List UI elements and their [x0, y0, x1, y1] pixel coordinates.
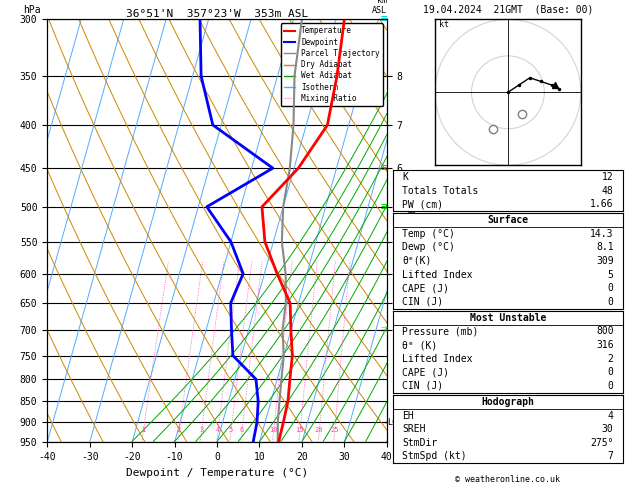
Text: 2: 2	[177, 427, 181, 433]
Y-axis label: Mixing Ratio (g/kg): Mixing Ratio (g/kg)	[408, 183, 416, 278]
Text: Lifted Index: Lifted Index	[403, 270, 473, 279]
Text: 0: 0	[608, 297, 613, 307]
Text: CIN (J): CIN (J)	[403, 297, 443, 307]
Text: Dewp (°C): Dewp (°C)	[403, 243, 455, 252]
Text: 15: 15	[296, 427, 304, 433]
Text: 0: 0	[608, 283, 613, 293]
Text: ≡: ≡	[380, 15, 387, 24]
Text: EH: EH	[403, 411, 414, 420]
Text: 5: 5	[608, 270, 613, 279]
Text: © weatheronline.co.uk: © weatheronline.co.uk	[455, 474, 560, 484]
Text: 48: 48	[602, 186, 613, 195]
Text: CAPE (J): CAPE (J)	[403, 283, 449, 293]
Text: 2: 2	[608, 354, 613, 364]
Text: 14.3: 14.3	[590, 229, 613, 239]
Text: 20: 20	[315, 427, 323, 433]
Text: SREH: SREH	[403, 424, 426, 434]
Text: ≡: ≡	[380, 202, 387, 212]
Text: 6: 6	[240, 427, 244, 433]
Text: Lifted Index: Lifted Index	[403, 354, 473, 364]
Text: kt: kt	[438, 20, 448, 29]
Text: 30: 30	[602, 424, 613, 434]
Text: CAPE (J): CAPE (J)	[403, 367, 449, 377]
Text: ≡: ≡	[380, 325, 387, 335]
Text: 12: 12	[602, 172, 613, 182]
Text: 0: 0	[608, 367, 613, 377]
Text: 0: 0	[608, 381, 613, 391]
Text: 7: 7	[608, 451, 613, 461]
Text: Hodograph: Hodograph	[481, 397, 535, 407]
Text: 10: 10	[269, 427, 277, 433]
Text: Most Unstable: Most Unstable	[470, 313, 546, 323]
Text: 3: 3	[199, 427, 203, 433]
Text: K: K	[403, 172, 408, 182]
Text: Pressure (mb): Pressure (mb)	[403, 327, 479, 336]
Title: 36°51'N  357°23'W  353m ASL: 36°51'N 357°23'W 353m ASL	[126, 9, 308, 18]
Text: hPa: hPa	[23, 5, 41, 15]
Text: 316: 316	[596, 340, 613, 350]
Text: ≡: ≡	[380, 163, 387, 173]
Text: 4: 4	[216, 427, 220, 433]
Text: LCL: LCL	[387, 418, 403, 427]
Text: 25: 25	[330, 427, 339, 433]
Text: km
ASL: km ASL	[372, 0, 387, 15]
Text: StmDir: StmDir	[403, 438, 438, 448]
Text: Surface: Surface	[487, 215, 528, 225]
Text: 1.66: 1.66	[590, 199, 613, 209]
Text: 800: 800	[596, 327, 613, 336]
Text: θᵉ (K): θᵉ (K)	[403, 340, 438, 350]
Text: StmSpd (kt): StmSpd (kt)	[403, 451, 467, 461]
X-axis label: Dewpoint / Temperature (°C): Dewpoint / Temperature (°C)	[126, 468, 308, 478]
Text: 309: 309	[596, 256, 613, 266]
Legend: Temperature, Dewpoint, Parcel Trajectory, Dry Adiabat, Wet Adiabat, Isotherm, Mi: Temperature, Dewpoint, Parcel Trajectory…	[281, 23, 383, 106]
Text: 1: 1	[141, 427, 145, 433]
Text: 275°: 275°	[590, 438, 613, 448]
Text: Temp (°C): Temp (°C)	[403, 229, 455, 239]
Text: Totals Totals: Totals Totals	[403, 186, 479, 195]
Text: θᵉ(K): θᵉ(K)	[403, 256, 431, 266]
Text: 8.1: 8.1	[596, 243, 613, 252]
Text: 5: 5	[229, 427, 233, 433]
Text: CIN (J): CIN (J)	[403, 381, 443, 391]
Text: PW (cm): PW (cm)	[403, 199, 443, 209]
Text: 19.04.2024  21GMT  (Base: 00): 19.04.2024 21GMT (Base: 00)	[423, 4, 593, 15]
Text: 4: 4	[608, 411, 613, 420]
